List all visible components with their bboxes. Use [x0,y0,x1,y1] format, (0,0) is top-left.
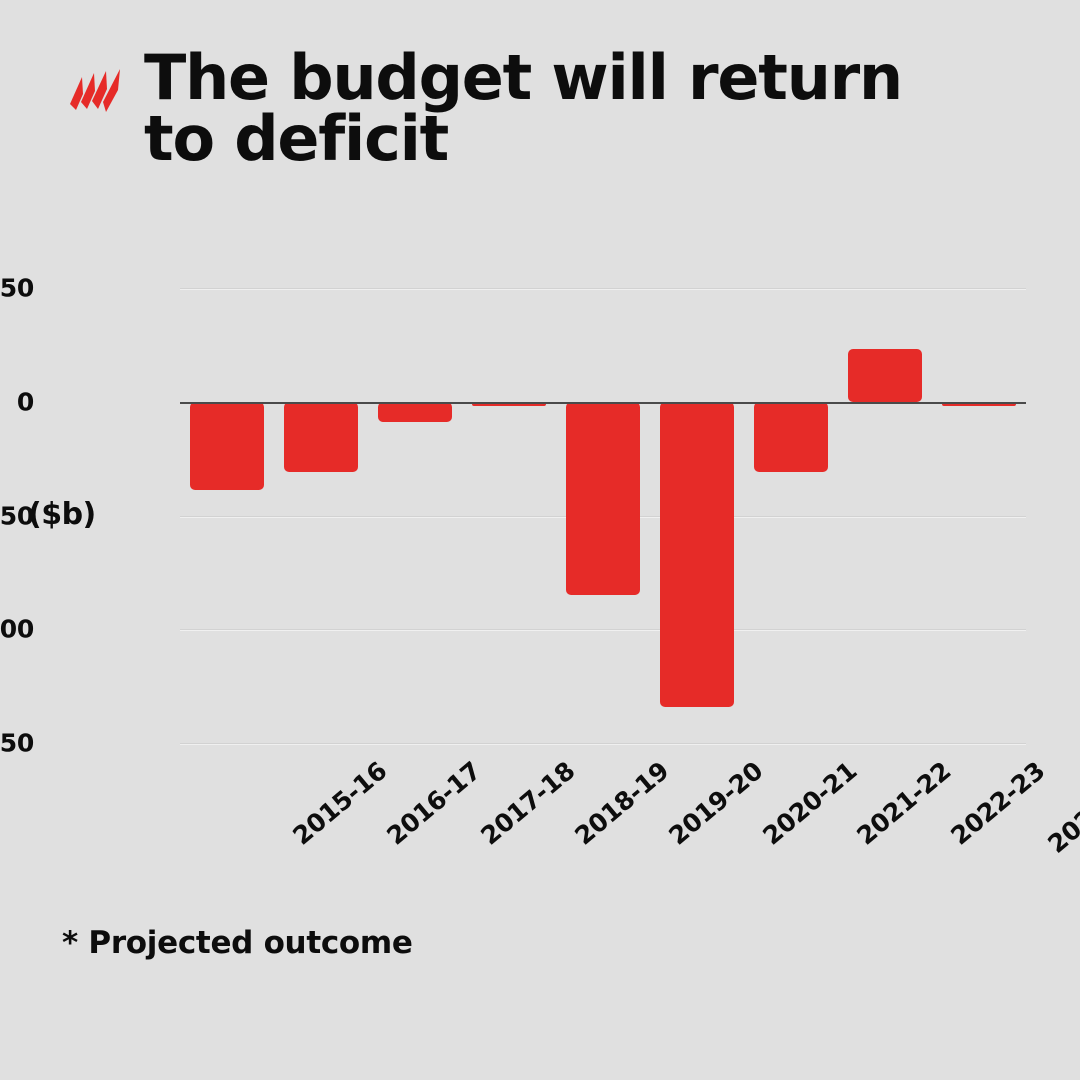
x-axis-tick-label: 2015-16 [287,756,393,851]
bar [847,349,923,402]
bar [941,401,1017,406]
x-axis-tick-label: 2018-19 [569,756,675,851]
x-axis-tick-label: 2017-18 [475,756,581,851]
bar [471,401,547,406]
x-axis-tick-label: 2016-17 [381,756,487,851]
bar [565,401,641,596]
bar [283,401,359,473]
bar [189,401,265,491]
plot-area [180,288,1026,745]
y-axis-tick-label: -100 [0,614,34,644]
x-axis-ticks: 2015-16 2016-17 2017-18 2018-19 2019-20 2020-… [180,748,1080,878]
gridline [180,743,1026,745]
bar [377,401,453,423]
y-axis-tick-label: -150 [0,728,34,758]
bar [753,401,829,473]
y-axis-tick-label: 0 [16,387,34,417]
sbs-flame-logo [58,60,132,134]
y-axis-tick-label: 50 [0,273,34,303]
page-title: The budget will return to deficit [144,41,903,175]
x-axis-tick-label: 2019-20 [663,756,769,851]
gridline [180,288,1026,290]
gridline [180,629,1026,632]
y-axis-tick-label: -50 [0,501,34,530]
zero-line [180,401,1026,404]
chart-header: The budget will return to deficit [0,41,1080,218]
y-axis-title: ($b) [28,497,96,532]
x-axis-tick-label: 2023-24* [1042,756,1080,859]
bar-series [180,288,1026,743]
x-axis-tick-label: 2022-23 [945,756,1051,851]
x-axis-tick-label: 2020-21 [757,756,863,851]
x-axis-tick-label: 2021-22 [851,756,957,851]
bar [659,401,735,707]
footnote: * Projected outcome [62,925,413,961]
